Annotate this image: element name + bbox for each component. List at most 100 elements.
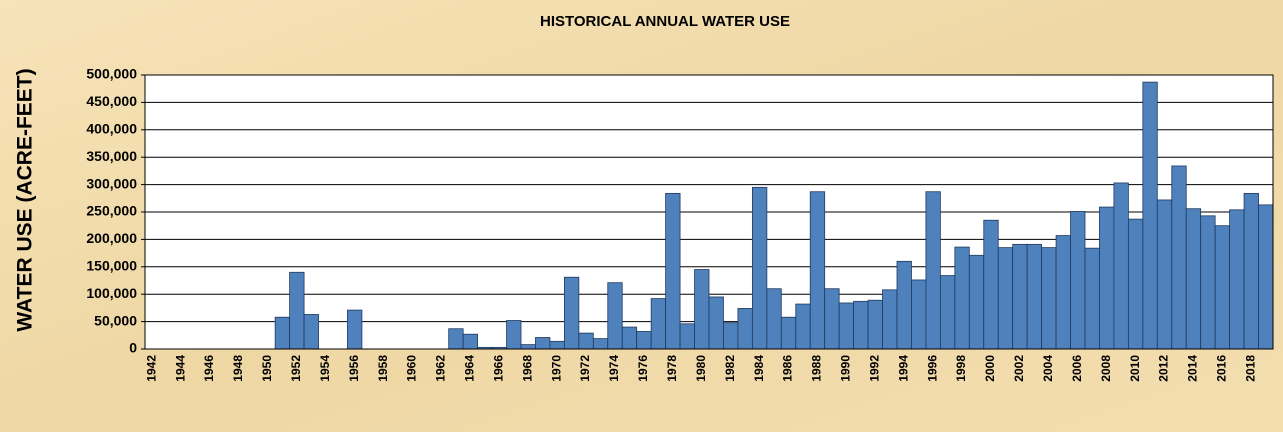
x-tick-label: 2004 bbox=[1041, 355, 1055, 382]
y-tick-label: 150,000 bbox=[86, 258, 137, 274]
bar bbox=[911, 279, 927, 350]
x-tick-label: 1976 bbox=[636, 355, 650, 382]
bar bbox=[809, 191, 826, 350]
x-tick-label: 1966 bbox=[491, 355, 505, 382]
bar bbox=[1127, 218, 1144, 350]
x-tick-label: 1964 bbox=[463, 355, 477, 382]
x-tick-label: 1988 bbox=[810, 355, 824, 382]
bar bbox=[1229, 209, 1245, 350]
bar bbox=[665, 192, 681, 350]
y-tick-label: 200,000 bbox=[86, 230, 137, 246]
bar bbox=[882, 289, 898, 350]
chart-title: HISTORICAL ANNUAL WATER USE bbox=[540, 13, 790, 30]
bar bbox=[1200, 215, 1216, 350]
bar bbox=[1171, 165, 1187, 350]
bar bbox=[867, 299, 883, 350]
bar bbox=[578, 332, 594, 350]
bar bbox=[274, 316, 291, 350]
bar bbox=[853, 300, 869, 350]
bar bbox=[1258, 204, 1274, 350]
bar bbox=[968, 254, 985, 350]
bar bbox=[1243, 192, 1259, 350]
bar bbox=[737, 308, 753, 350]
bar bbox=[939, 275, 956, 350]
bar bbox=[1070, 211, 1086, 350]
bar bbox=[723, 322, 739, 350]
x-tick-label: 1946 bbox=[202, 355, 216, 382]
x-tick-label: 2014 bbox=[1186, 355, 1200, 382]
bar bbox=[766, 288, 782, 350]
x-tick-label: 1978 bbox=[665, 355, 679, 382]
bar bbox=[650, 298, 667, 350]
x-tick-label: 1998 bbox=[954, 355, 968, 382]
x-tick-label: 1942 bbox=[144, 355, 158, 382]
x-tick-label: 1962 bbox=[434, 355, 448, 382]
x-tick-label: 1986 bbox=[781, 355, 795, 382]
x-tick-label: 1972 bbox=[578, 355, 592, 382]
x-tick-label: 1974 bbox=[607, 355, 621, 382]
bar bbox=[520, 344, 536, 350]
bar bbox=[448, 328, 464, 350]
x-tick-label: 2010 bbox=[1128, 355, 1142, 382]
bar bbox=[1214, 225, 1231, 350]
y-tick-label: 50,000 bbox=[94, 312, 137, 328]
x-tick-label: 2016 bbox=[1215, 355, 1229, 382]
bar bbox=[983, 219, 999, 350]
bar bbox=[997, 247, 1014, 350]
bar bbox=[1012, 243, 1028, 350]
x-tick-label: 2002 bbox=[1012, 355, 1026, 382]
bar bbox=[1185, 208, 1202, 350]
bar bbox=[1084, 247, 1100, 350]
x-tick-label: 1994 bbox=[896, 355, 910, 382]
x-tick-label: 1980 bbox=[694, 355, 708, 382]
x-tick-label: 1968 bbox=[520, 355, 534, 382]
bar bbox=[506, 320, 522, 350]
x-tick-label: 2012 bbox=[1157, 355, 1171, 382]
x-tick-label: 1970 bbox=[549, 355, 563, 382]
x-tick-label: 1984 bbox=[752, 355, 766, 382]
x-tick-label: 1950 bbox=[260, 355, 274, 382]
x-tick-label: 1958 bbox=[376, 355, 390, 382]
bar bbox=[954, 246, 970, 350]
bar bbox=[1055, 235, 1071, 350]
bar bbox=[621, 326, 638, 350]
x-tick-label: 2008 bbox=[1099, 355, 1113, 382]
bar bbox=[549, 340, 565, 350]
x-tick-label: 2006 bbox=[1070, 355, 1084, 382]
x-tick-label: 1982 bbox=[723, 355, 737, 382]
bar bbox=[1041, 247, 1057, 350]
bar bbox=[462, 333, 479, 350]
bar bbox=[592, 338, 609, 350]
y-axis-label: WATER USE (ACRE-FEET) bbox=[14, 68, 37, 331]
x-tick-label: 1960 bbox=[405, 355, 419, 382]
bar bbox=[896, 260, 912, 350]
x-tick-label: 1944 bbox=[173, 355, 187, 382]
bar bbox=[303, 314, 319, 350]
bar bbox=[1156, 199, 1173, 350]
plot-border bbox=[144, 74, 1274, 350]
y-tick-label: 100,000 bbox=[86, 285, 137, 301]
bar bbox=[838, 302, 855, 350]
x-tick-label: 1952 bbox=[289, 355, 303, 382]
x-tick-label: 2018 bbox=[1243, 355, 1257, 382]
bar bbox=[824, 288, 840, 350]
x-tick-label: 2000 bbox=[983, 355, 997, 382]
bar bbox=[289, 271, 305, 350]
bar bbox=[607, 282, 623, 350]
y-tick-label: 450,000 bbox=[86, 93, 137, 109]
y-tick-label: 500,000 bbox=[86, 66, 137, 82]
bar bbox=[347, 309, 363, 350]
bar bbox=[563, 276, 580, 350]
y-tick-label: 0 bbox=[129, 340, 137, 356]
bar bbox=[780, 316, 797, 350]
bar bbox=[925, 191, 941, 350]
bar bbox=[1142, 81, 1158, 350]
y-tick-label: 250,000 bbox=[86, 203, 137, 219]
y-tick-label: 300,000 bbox=[86, 175, 137, 191]
bar bbox=[751, 186, 768, 350]
x-tick-label: 1956 bbox=[347, 355, 361, 382]
bar bbox=[679, 323, 695, 350]
bar bbox=[795, 303, 811, 350]
x-tick-label: 1990 bbox=[839, 355, 853, 382]
